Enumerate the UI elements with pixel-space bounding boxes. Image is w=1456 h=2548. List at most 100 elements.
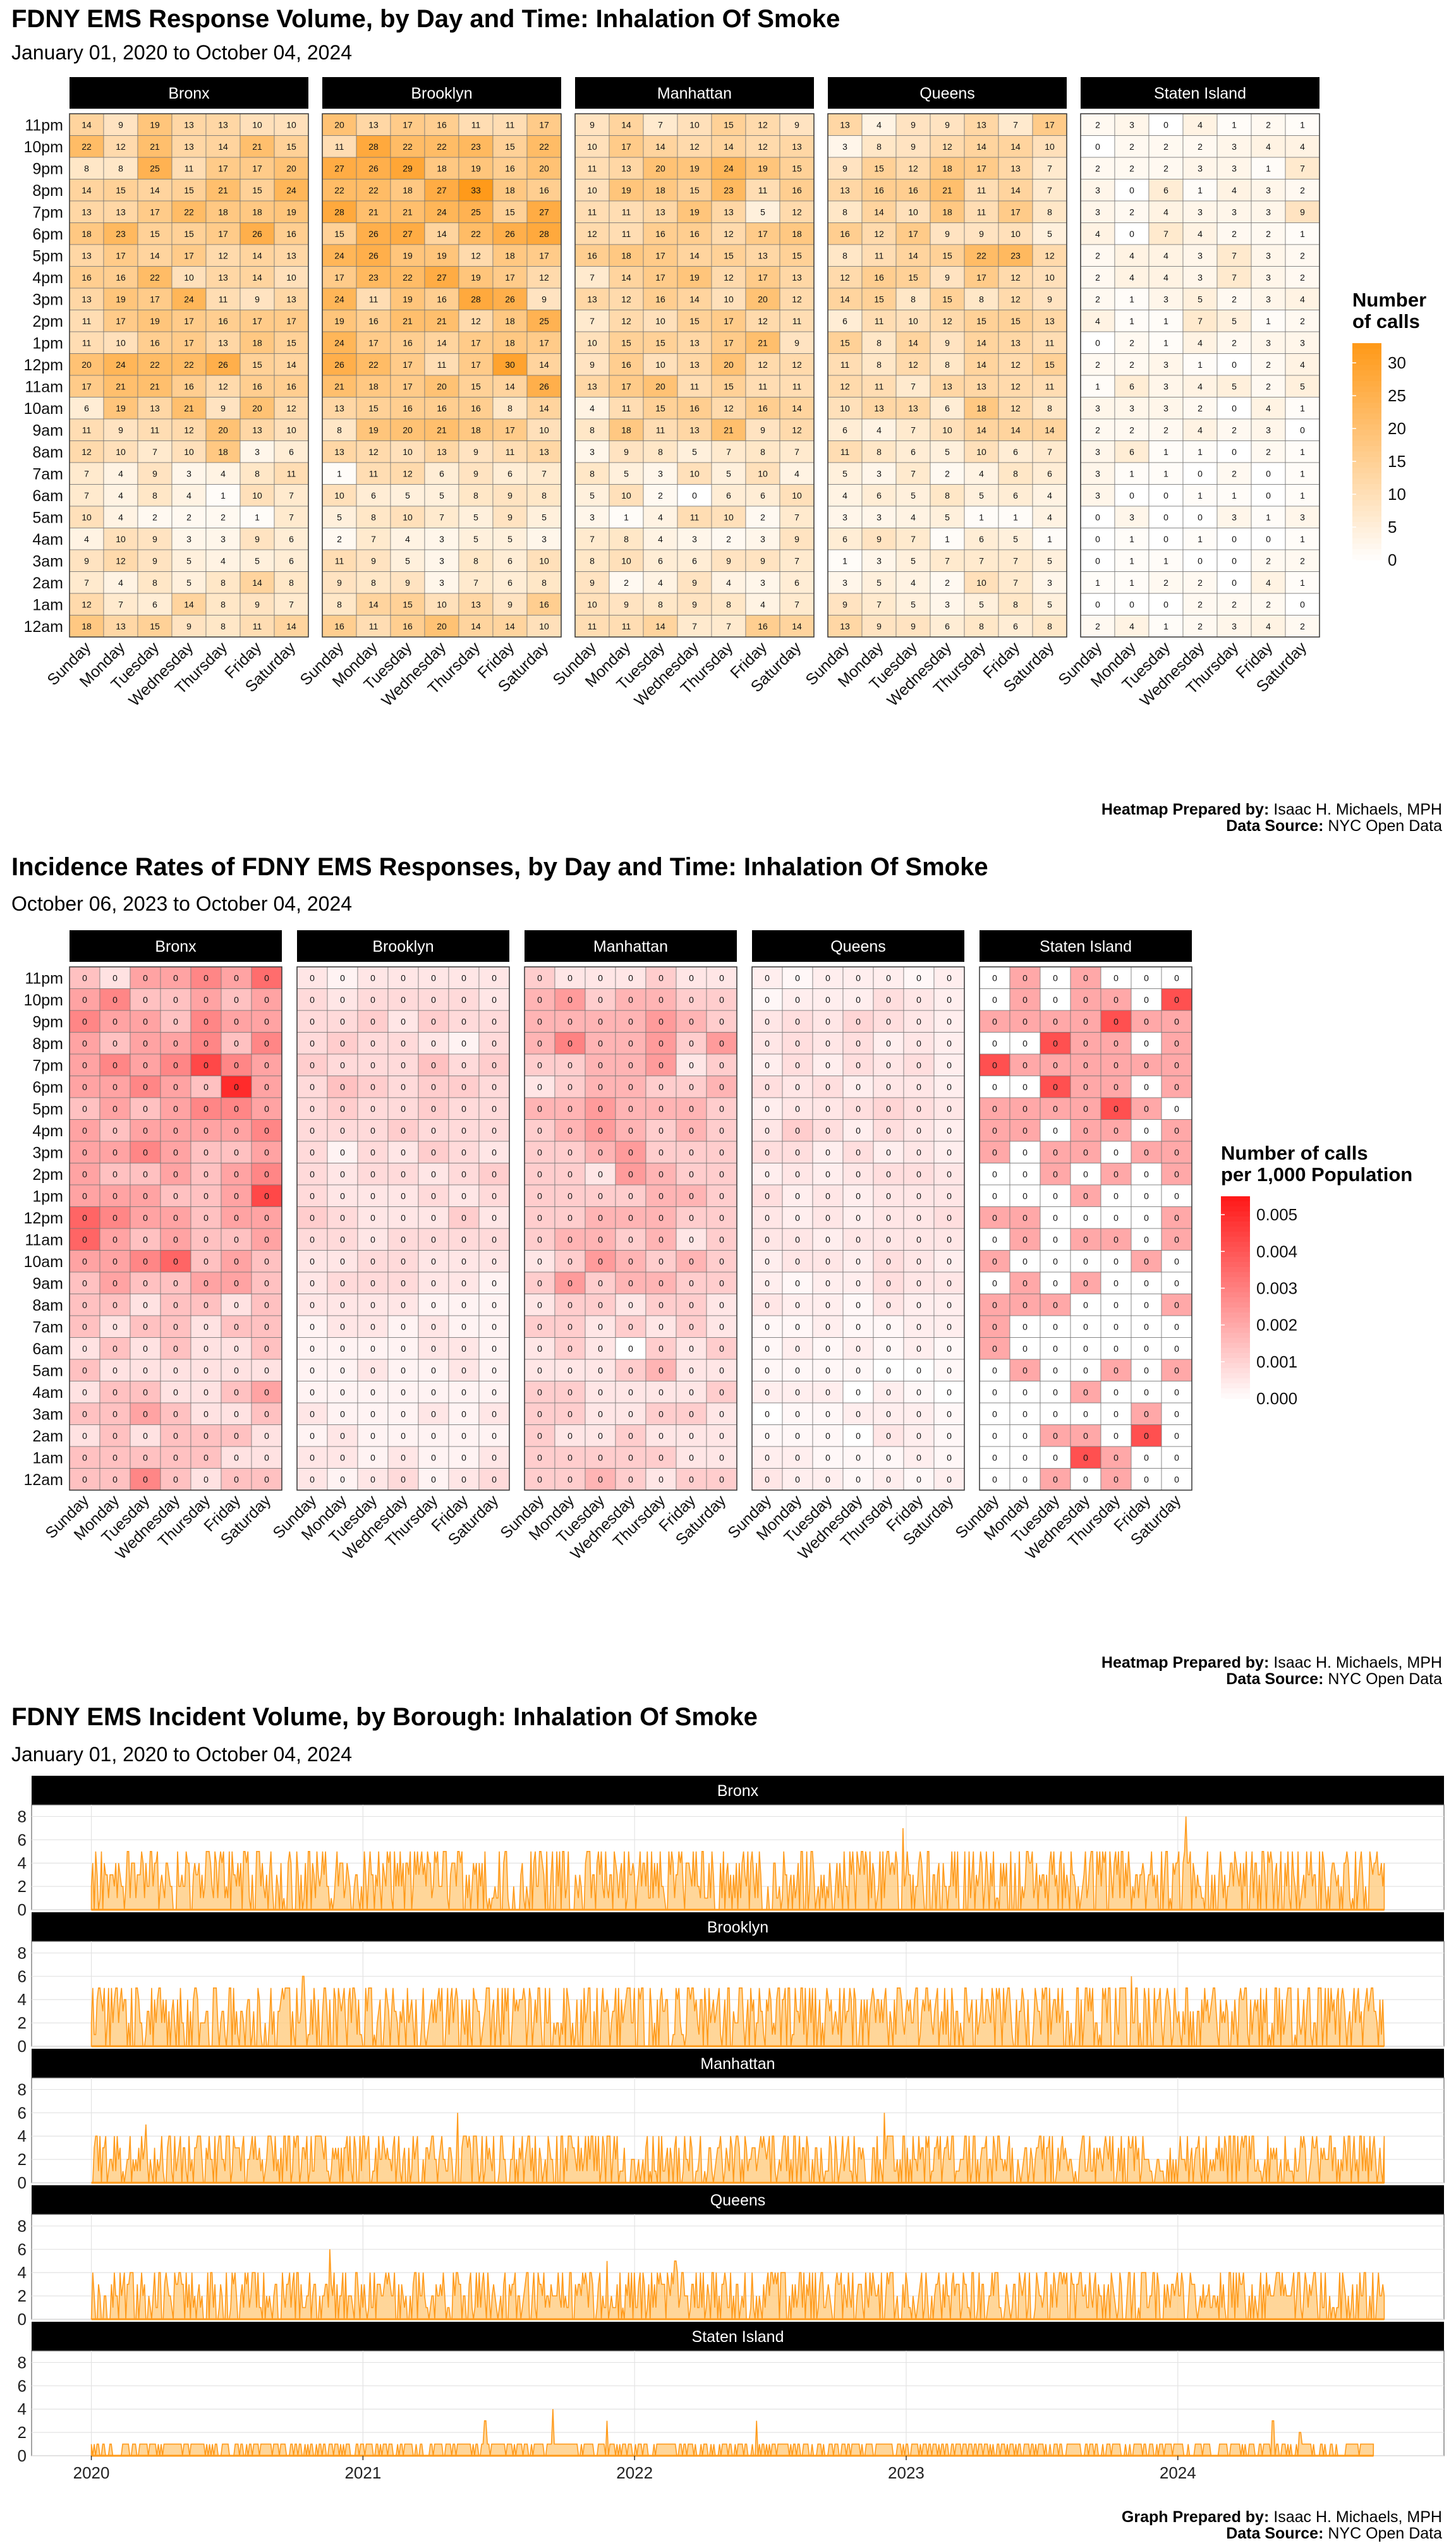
hour-label: 3am: [32, 1405, 63, 1423]
heat-cell: [964, 222, 999, 245]
cell-value-label: 11: [506, 119, 515, 130]
heat-cell: [1182, 484, 1218, 507]
cell-value-label: 0: [628, 1278, 633, 1288]
heat-cell: [103, 397, 138, 420]
cell-value-label: 0: [1232, 360, 1237, 370]
heat-cell: [160, 1337, 191, 1360]
heat-cell: [1216, 506, 1252, 528]
cell-value-label: 2: [1266, 119, 1271, 130]
cell-value-label: 0: [795, 1452, 800, 1462]
cell-value-label: 14: [792, 621, 802, 631]
cell-value-label: 26: [505, 294, 515, 304]
cell-value-label: 1: [1266, 512, 1271, 522]
cell-value-label: 6: [658, 555, 663, 566]
cell-value-label: 17: [505, 425, 515, 435]
cell-value-label: 0: [492, 995, 497, 1005]
cell-value-label: 0: [598, 1038, 603, 1048]
heat-cell: [322, 440, 357, 463]
cell-value-label: 0: [567, 1344, 573, 1354]
cell-value-label: 11: [840, 360, 850, 370]
cell-value-label: 0: [370, 1060, 375, 1070]
cell-value-label: 0: [1174, 1060, 1179, 1070]
cell-value-label: 16: [334, 621, 344, 631]
cell-value-label: 2: [1198, 142, 1203, 152]
heat-cell: [1080, 484, 1115, 507]
cell-value-label: 14: [286, 621, 296, 631]
cell-value-label: 8: [877, 447, 882, 457]
cell-value-label: 0: [370, 1365, 375, 1375]
cell-value-label: 10: [655, 316, 665, 326]
cell-value-label: 0: [310, 1321, 315, 1332]
legend-gradient: [1221, 1388, 1250, 1394]
cell-value-label: 10: [286, 425, 296, 435]
cell-value-label: 7: [794, 555, 799, 566]
cell-value-label: 1: [1013, 512, 1018, 522]
heat-cell: [998, 353, 1033, 376]
heat-cell: [1251, 200, 1286, 223]
cell-value-label: 5: [1232, 316, 1237, 326]
cell-value-label: 0: [947, 973, 952, 983]
cell-value-label: 7: [911, 425, 916, 435]
cell-value-label: 0: [234, 1387, 239, 1397]
cell-value-label: 6: [1129, 447, 1134, 457]
cell-value-label: 0: [370, 1344, 375, 1354]
panel-label: Queens: [830, 938, 886, 956]
heat-cell: [1251, 506, 1286, 528]
cell-value-label: 2: [1232, 229, 1237, 239]
hour-label: 8am: [32, 1297, 63, 1314]
legend-gradient: [1352, 489, 1381, 495]
heat-cell: [390, 440, 425, 463]
heat-cell: [574, 288, 610, 310]
cell-value-label: 13: [874, 403, 884, 413]
cell-value-label: 0: [401, 1125, 406, 1136]
legend-tick-label: 15: [1388, 452, 1406, 471]
cell-value-label: 0: [370, 1387, 375, 1397]
legend-gradient: [1221, 1247, 1250, 1253]
cell-value-label: 0: [947, 1365, 952, 1375]
cell-value-label: 0: [1053, 995, 1058, 1005]
cell-value-label: 14: [655, 621, 665, 631]
cell-value-label: 0: [1163, 512, 1168, 522]
cell-value-label: 7: [542, 468, 547, 478]
cell-value-label: 10: [908, 207, 918, 217]
cell-value-label: 0: [537, 995, 542, 1005]
cell-value-label: 0: [1174, 1300, 1179, 1310]
hour-label: 9pm: [32, 160, 63, 178]
cell-value-label: 26: [505, 229, 515, 239]
cell-value-label: 0: [795, 1103, 800, 1113]
cell-value-label: 18: [82, 621, 92, 631]
cell-value-label: 0: [886, 1409, 891, 1419]
cell-value-label: 26: [368, 229, 379, 239]
cell-value-label: 7: [84, 490, 89, 500]
cell-value-label: 0: [825, 1321, 830, 1332]
cell-value-label: 0: [886, 1169, 891, 1179]
cell-value-label: 3: [186, 534, 191, 544]
cell-value-label: 6: [1013, 621, 1018, 631]
heat-cell: [1285, 244, 1320, 267]
cell-value-label: 15: [908, 272, 918, 282]
cell-value-label: 3: [1266, 272, 1271, 282]
heat-cell: [1251, 418, 1286, 441]
cell-value-label: 0: [401, 973, 406, 983]
cell-value-label: 15: [116, 185, 126, 195]
cell-value-label: 8: [84, 163, 89, 173]
cell-value-label: 0: [1174, 1038, 1179, 1048]
cell-value-label: 14: [874, 207, 884, 217]
cell-value-label: 17: [368, 337, 379, 348]
cell-value-label: 0: [492, 1365, 497, 1375]
cell-value-label: 0: [82, 1213, 87, 1223]
cell-value-label: 13: [1010, 337, 1021, 348]
heat-cell: [322, 353, 357, 376]
cell-value-label: 0: [689, 1300, 694, 1310]
cell-value-label: 13: [587, 381, 597, 391]
cell-value-label: 0: [112, 1038, 118, 1048]
cell-value-label: 3: [877, 468, 882, 478]
legend-gradient: [1352, 392, 1381, 398]
cell-value-label: 0: [1022, 1452, 1028, 1462]
legend-gradient: [1352, 386, 1381, 392]
heat-cell: [251, 966, 282, 989]
legend-title: Number: [1352, 289, 1426, 311]
cell-value-label: 3: [542, 534, 547, 544]
cell-value-label: 0: [1053, 1256, 1058, 1266]
heat-cell: [574, 593, 610, 616]
